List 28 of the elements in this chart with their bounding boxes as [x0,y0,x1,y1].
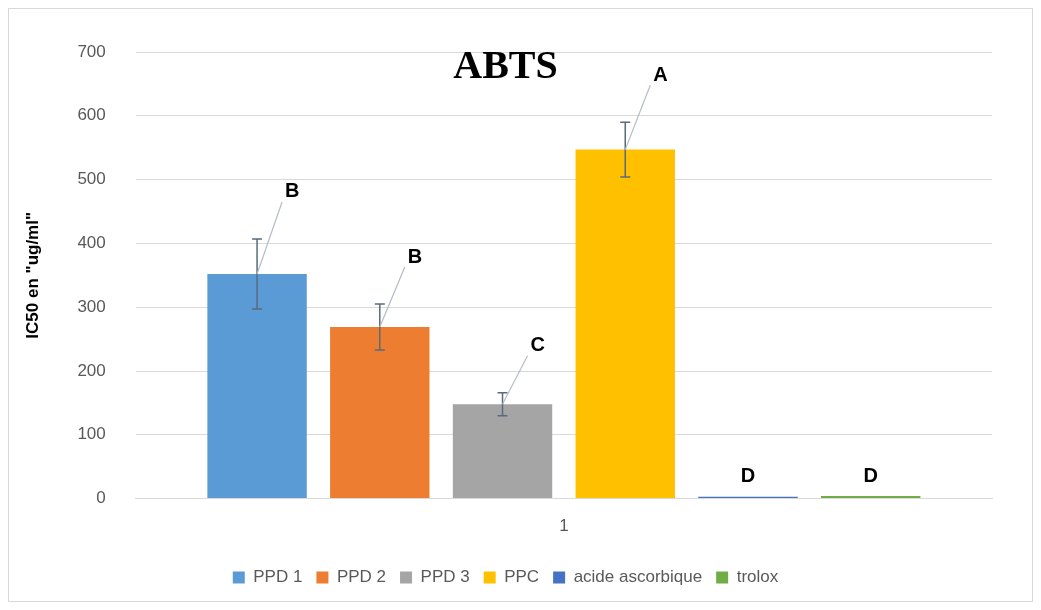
legend-label: PPC [504,567,540,587]
bar [452,404,553,499]
y-tick-label: 300 [77,296,106,316]
legend-label: PPD 1 [253,567,303,587]
y-tick-label: 500 [77,169,106,189]
bar [821,496,921,499]
x-tick-label: 1 [559,516,569,536]
annotation: C [530,333,545,356]
y-axis-title: IC50 en "ug/ml" [22,211,42,339]
y-tick-label: 200 [77,360,106,380]
annotation: B [285,179,300,202]
chart-title: ABTS [453,42,558,88]
y-tick-label: 400 [77,233,106,253]
y-tick-label: 0 [96,488,106,508]
y-tick-label: 700 [77,41,106,61]
annotation: D [863,463,878,486]
y-tick-label: 600 [77,105,106,125]
legend-label: trolox [736,567,779,587]
bar [330,326,430,499]
y-tick-label: 100 [77,424,106,444]
legend-label: PPD 2 [336,567,387,587]
annotation: A [653,62,668,85]
legend-label: acide ascorbique [573,567,703,587]
bar [575,149,675,499]
annotation: B [407,244,423,267]
bar [207,274,307,499]
legend-label: PPD 3 [420,567,470,587]
annotation: D [740,464,756,487]
